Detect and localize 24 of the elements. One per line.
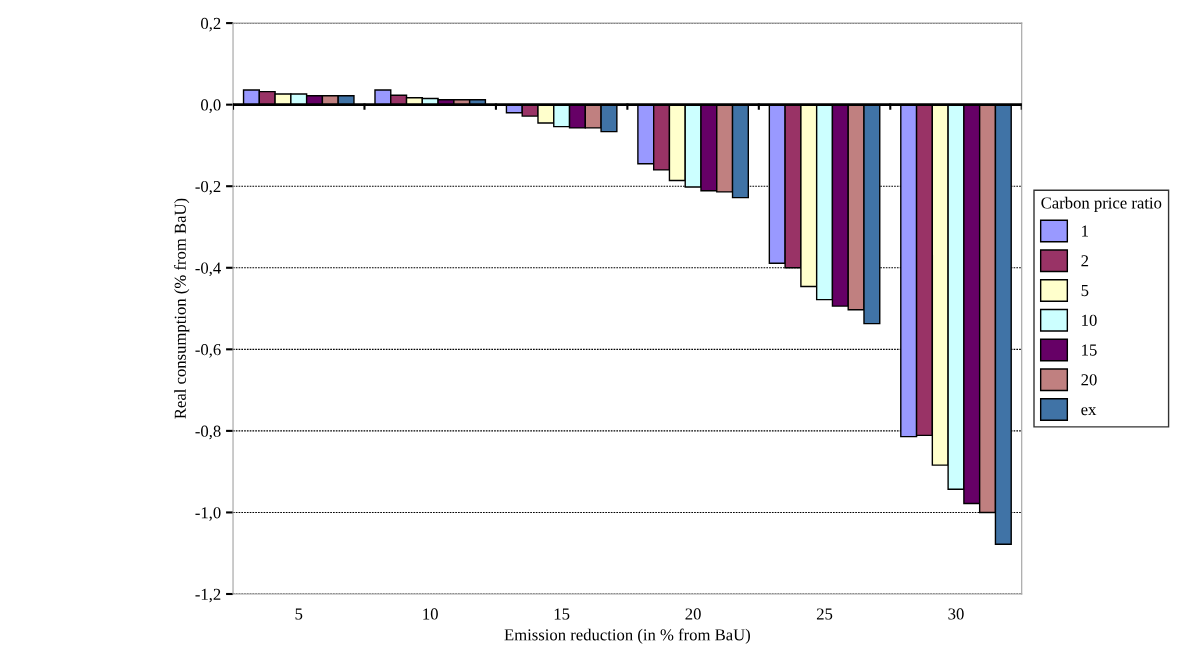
x-axis-title: Emission reduction (in % from BaU) bbox=[504, 628, 750, 644]
legend-label: 15 bbox=[1082, 344, 1097, 356]
legend-label: 1 bbox=[1082, 225, 1088, 237]
y-tick-label: -0,8 bbox=[195, 425, 221, 440]
legend-label: 2 bbox=[1081, 255, 1089, 267]
x-tick-label: 20 bbox=[685, 608, 701, 620]
y-tick-label: -1,0 bbox=[195, 507, 221, 521]
legend-label: 5 bbox=[1081, 285, 1089, 297]
x-tick-label: 10 bbox=[423, 608, 438, 620]
y-tick-label: -1,2 bbox=[195, 588, 221, 603]
y-tick-label: -0,4 bbox=[195, 262, 221, 277]
x-tick-label: 30 bbox=[948, 608, 964, 620]
y-tick-label: 0,2 bbox=[201, 17, 221, 32]
y-tick-label: -0,2 bbox=[195, 180, 221, 195]
legend-title: Carbon price ratio bbox=[1041, 196, 1162, 212]
y-axis-title: Real consumption (% from BaU) bbox=[174, 198, 190, 419]
legend-label: 20 bbox=[1081, 374, 1097, 386]
x-tick-label: 5 bbox=[295, 608, 303, 620]
y-tick-label: -0,6 bbox=[195, 344, 221, 358]
x-tick-label: 15 bbox=[554, 608, 570, 620]
legend-label: ex bbox=[1081, 407, 1097, 416]
legend-label: 10 bbox=[1082, 314, 1097, 326]
y-tick-label: 0,0 bbox=[201, 99, 221, 113]
x-tick-label: 25 bbox=[816, 608, 833, 620]
